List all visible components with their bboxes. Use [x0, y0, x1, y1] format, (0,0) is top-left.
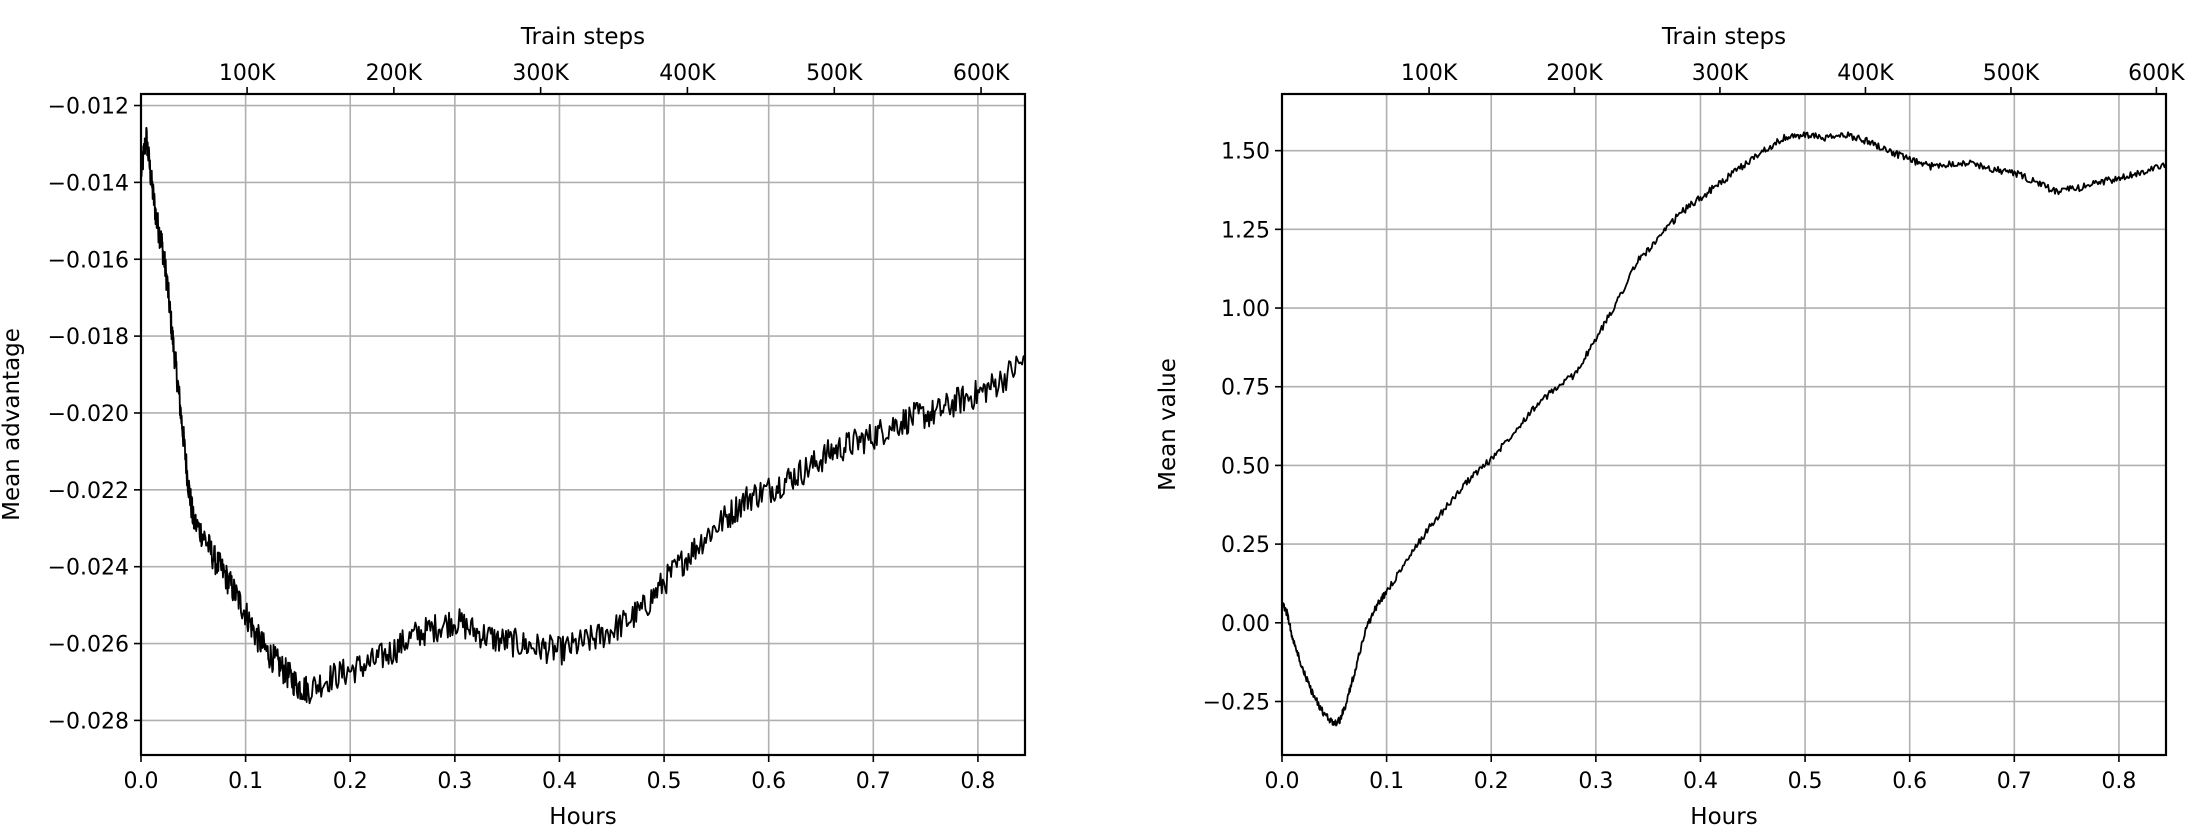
plot-frame [139, 92, 1027, 757]
x-tick-label: 0.7 [1997, 769, 2032, 794]
x-tick-label: 0.0 [1265, 769, 1300, 794]
y-tick-label: 0.50 [1221, 454, 1270, 479]
x-axis: 0.0 0.1 0.2 0.3 0.4 0.5 0.6 0.7 0.8 [124, 755, 995, 794]
y-tick-label: −0.020 [48, 402, 129, 427]
y-axis: −0.012 −0.014 −0.016 −0.018 −0.020 −0.022 −0.0… [48, 95, 141, 734]
top-axis-label: Train steps [1661, 24, 1786, 50]
top-axis: 100K 200K 300K 400K 500K 600K [219, 61, 1010, 94]
x-tick-label: 0.7 [856, 769, 891, 794]
grid-lines [1281, 94, 2166, 755]
y-tick-label: 0.75 [1221, 376, 1270, 401]
x-tick-label: 0.6 [751, 769, 786, 794]
x-tick-label: 0.6 [1892, 769, 1927, 794]
top-tick-label: 600K [953, 61, 1010, 86]
y-axis-label: Mean value [1155, 358, 1181, 491]
y-axis-label: Mean advantage [0, 328, 25, 521]
top-tick-label: 200K [366, 61, 423, 86]
top-axis: 100K 200K 300K 400K 500K 600K [1401, 61, 2185, 94]
x-tick-label: 0.4 [542, 769, 577, 794]
top-tick-label: 600K [2128, 61, 2185, 86]
top-tick-label: 500K [1983, 61, 2040, 86]
y-tick-label: −0.022 [48, 479, 129, 504]
x-tick-label: 0.4 [1683, 769, 1718, 794]
y-tick-label: −0.028 [48, 709, 129, 734]
y-tick-label: −0.012 [48, 95, 129, 120]
x-axis: 0.0 0.1 0.2 0.3 0.4 0.5 0.6 0.7 0.8 [1265, 755, 2136, 794]
x-axis-label: Hours [1690, 804, 1757, 829]
series-layer [140, 126, 1026, 705]
top-tick-label: 300K [1692, 61, 1749, 86]
x-tick-label: 0.5 [647, 769, 682, 794]
top-tick-label: 500K [806, 61, 863, 86]
top-tick-label: 100K [219, 61, 276, 86]
x-tick-label: 0.8 [960, 769, 995, 794]
x-tick-label: 0.5 [1788, 769, 1823, 794]
series-line [140, 126, 1026, 705]
y-tick-label: −0.024 [48, 556, 129, 581]
chart-mean-value: 0.0 0.1 0.2 0.3 0.4 0.5 0.6 0.7 0.8 1.50 1.25 1.00… [1155, 24, 2185, 829]
top-tick-label: 200K [1546, 61, 1603, 86]
chart-mean-advantage: 0.0 0.1 0.2 0.3 0.4 0.5 0.6 0.7 0.8 −0.012 −0.014… [0, 24, 1027, 829]
x-tick-label: 0.2 [1474, 769, 1509, 794]
x-tick-label: 0.1 [1369, 769, 1404, 794]
x-tick-label: 0.3 [1578, 769, 1613, 794]
plot-frame [1280, 92, 2168, 757]
y-tick-label: 1.00 [1221, 297, 1270, 322]
top-tick-label: 400K [1837, 61, 1894, 86]
series-layer [1281, 131, 2167, 727]
y-tick-label: 0.00 [1221, 612, 1270, 637]
x-tick-label: 0.0 [124, 769, 159, 794]
top-tick-label: 300K [512, 61, 569, 86]
y-tick-label: 1.50 [1221, 140, 1270, 165]
x-tick-label: 0.1 [228, 769, 263, 794]
x-tick-label: 0.8 [2101, 769, 2136, 794]
y-tick-label: −0.018 [48, 325, 129, 350]
series-line [1281, 131, 2167, 727]
y-tick-label: −0.016 [48, 248, 129, 273]
y-tick-label: −0.25 [1203, 690, 1270, 715]
x-tick-label: 0.3 [437, 769, 472, 794]
top-tick-label: 100K [1401, 61, 1458, 86]
top-axis-label: Train steps [520, 24, 645, 50]
y-axis: 1.50 1.25 1.00 0.75 0.50 0.25 0.00 −0.25 [1203, 140, 1282, 715]
y-tick-label: −0.026 [48, 633, 129, 658]
x-axis-label: Hours [549, 804, 616, 829]
y-tick-label: −0.014 [48, 171, 129, 196]
top-tick-label: 400K [659, 61, 716, 86]
y-tick-label: 0.25 [1221, 533, 1270, 558]
y-tick-label: 1.25 [1221, 218, 1270, 243]
x-tick-label: 0.2 [333, 769, 368, 794]
